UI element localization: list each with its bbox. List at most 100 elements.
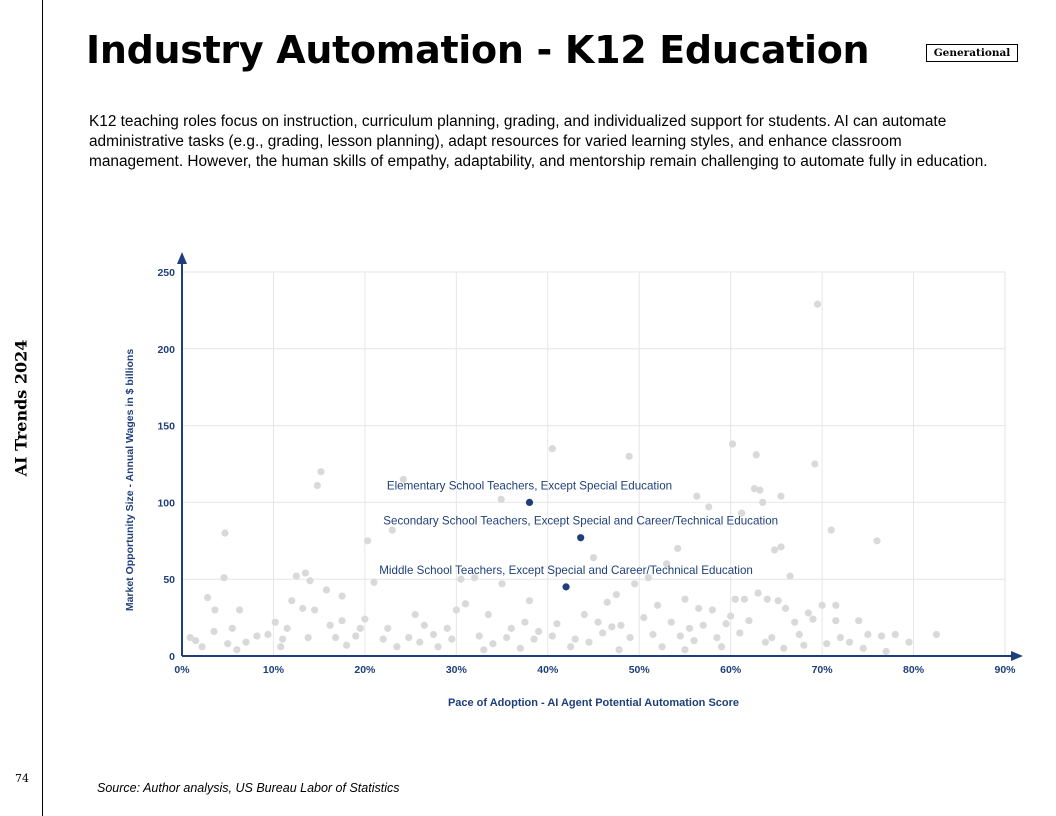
background-point bbox=[210, 627, 218, 636]
background-point bbox=[873, 537, 881, 545]
background-point bbox=[475, 632, 483, 640]
background-point bbox=[313, 481, 321, 490]
y-tick-label: 0 bbox=[169, 651, 175, 663]
background-point bbox=[658, 643, 666, 651]
background-point bbox=[905, 638, 913, 646]
background-point bbox=[452, 606, 460, 614]
background-point bbox=[708, 606, 716, 614]
background-point bbox=[603, 598, 611, 606]
background-point bbox=[236, 606, 244, 614]
y-tick-label: 200 bbox=[157, 344, 175, 356]
background-point bbox=[461, 600, 470, 608]
background-point bbox=[399, 475, 407, 483]
background-point bbox=[299, 604, 307, 612]
background-point bbox=[198, 643, 206, 651]
background-point bbox=[625, 452, 633, 460]
background-point bbox=[667, 618, 675, 626]
point-label: Middle School Teachers, Except Special a… bbox=[379, 564, 753, 577]
background-point bbox=[745, 617, 753, 625]
background-point bbox=[891, 630, 899, 639]
background-point bbox=[356, 624, 364, 632]
background-point bbox=[722, 620, 730, 628]
background-point bbox=[271, 618, 279, 626]
background-point bbox=[457, 575, 465, 583]
background-point bbox=[253, 632, 261, 640]
background-point bbox=[599, 629, 607, 637]
background-point bbox=[823, 640, 831, 648]
background-point bbox=[224, 640, 232, 648]
background-point bbox=[608, 623, 616, 631]
background-point bbox=[811, 460, 819, 468]
page-number: 74 bbox=[15, 772, 29, 785]
background-point bbox=[617, 621, 625, 629]
background-point bbox=[388, 526, 396, 534]
background-point bbox=[434, 643, 442, 651]
background-point bbox=[310, 606, 319, 614]
background-point bbox=[855, 617, 863, 625]
background-point bbox=[612, 590, 620, 599]
background-point bbox=[763, 595, 771, 603]
page-description: K12 teaching roles focus on instruction,… bbox=[89, 113, 988, 170]
background-point bbox=[220, 574, 228, 582]
background-point bbox=[186, 633, 194, 642]
background-point bbox=[352, 632, 360, 640]
x-tick-label: 80% bbox=[903, 664, 925, 676]
background-point bbox=[594, 618, 602, 626]
y-axis-arrow bbox=[177, 252, 187, 264]
background-point bbox=[699, 621, 707, 629]
x-tick-label: 90% bbox=[994, 664, 1016, 676]
background-point bbox=[864, 630, 872, 639]
y-axis-label: Market Opportunity Size - Annual Wages i… bbox=[124, 349, 136, 611]
background-point bbox=[498, 580, 506, 588]
background-point bbox=[836, 633, 845, 642]
background-point bbox=[571, 635, 579, 643]
background-point bbox=[882, 647, 890, 655]
background-point bbox=[233, 646, 241, 654]
chart-axes bbox=[177, 252, 1023, 661]
background-point bbox=[685, 624, 694, 632]
background-point bbox=[277, 643, 285, 651]
background-point bbox=[292, 572, 300, 580]
background-point bbox=[827, 526, 835, 534]
background-point bbox=[326, 621, 334, 629]
background-point bbox=[516, 644, 524, 652]
background-point bbox=[754, 589, 762, 597]
y-tick-label: 150 bbox=[157, 421, 175, 433]
background-point bbox=[567, 643, 575, 651]
x-axis-arrow bbox=[1011, 651, 1023, 661]
point-label: Secondary School Teachers, Except Specia… bbox=[383, 515, 778, 528]
background-point bbox=[264, 630, 272, 639]
highlighted-points: Elementary School Teachers, Except Speci… bbox=[379, 479, 778, 591]
background-point bbox=[429, 630, 438, 639]
background-point bbox=[525, 597, 534, 605]
background-point bbox=[192, 637, 200, 645]
background-point bbox=[750, 484, 759, 493]
background-point bbox=[674, 544, 682, 553]
background-point bbox=[818, 601, 826, 609]
background-point bbox=[770, 546, 779, 554]
background-point bbox=[471, 574, 479, 582]
background-point bbox=[809, 615, 817, 623]
background-point bbox=[317, 468, 325, 476]
background-point bbox=[484, 610, 492, 619]
background-point bbox=[713, 633, 721, 642]
background-point bbox=[759, 498, 767, 506]
background-point bbox=[859, 644, 867, 652]
x-axis-label: Pace of Adoption - AI Agent Potential Au… bbox=[448, 697, 739, 709]
background-point bbox=[548, 632, 556, 640]
background-point bbox=[393, 643, 401, 651]
y-tick-label: 250 bbox=[157, 267, 175, 279]
background-point bbox=[717, 643, 726, 651]
background-point bbox=[521, 618, 529, 626]
background-point bbox=[448, 635, 456, 643]
background-point bbox=[283, 624, 291, 632]
background-point bbox=[535, 627, 543, 636]
background-point bbox=[832, 601, 840, 609]
background-point bbox=[411, 610, 419, 619]
x-tick-label: 20% bbox=[354, 664, 376, 676]
background-point bbox=[364, 537, 372, 545]
background-point bbox=[278, 635, 287, 643]
x-tick-label: 40% bbox=[537, 664, 559, 676]
background-point bbox=[384, 624, 392, 632]
background-point bbox=[338, 592, 346, 600]
